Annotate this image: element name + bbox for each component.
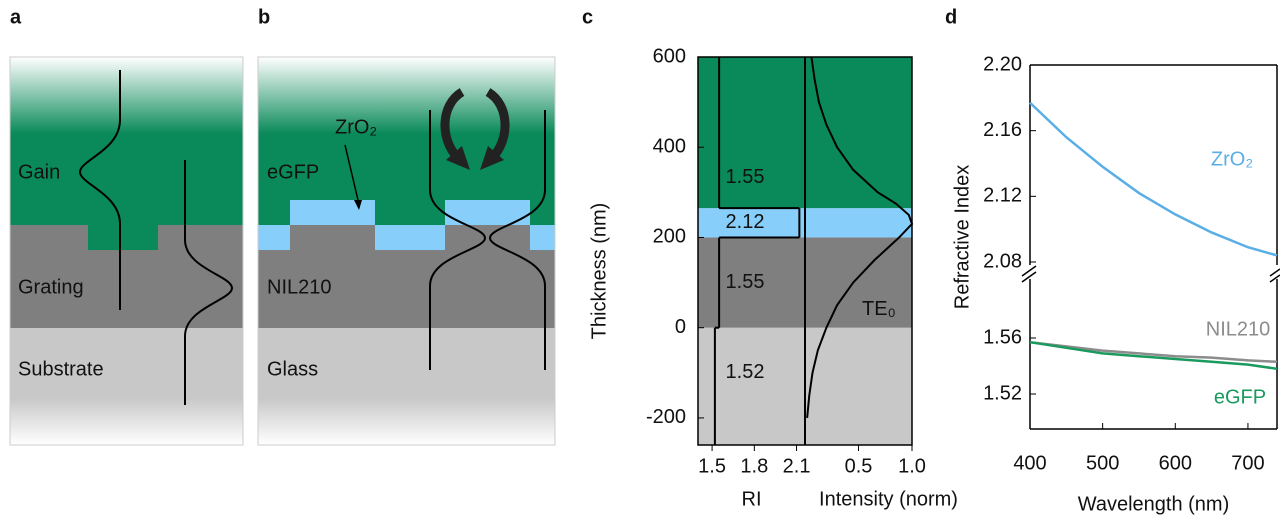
panel-label: a bbox=[10, 6, 22, 28]
layer-label: Gain bbox=[18, 161, 60, 183]
chart-d: 2.08 2.12 2.16 2.20 1.52 1.56 400 500 600 700 ZrO₂… bbox=[951, 53, 1280, 515]
y-axis-label: Refractive Index bbox=[951, 165, 973, 310]
gain-layer bbox=[10, 57, 243, 227]
figure: a b c d Gain Grating Substrate ZrO₂ eGFP… bbox=[0, 0, 1280, 521]
panel-label: b bbox=[258, 6, 270, 28]
x-tick-label: 400 bbox=[1013, 452, 1046, 474]
x-axis-label: RI bbox=[742, 488, 762, 510]
y-tick-label: 400 bbox=[653, 136, 686, 158]
y-tick-label: 2.12 bbox=[983, 185, 1022, 207]
x-tick-label: 1.5 bbox=[698, 455, 726, 477]
panel-b: ZrO₂ eGFP NIL210 Glass bbox=[258, 57, 555, 445]
x-tick-label: 2.1 bbox=[783, 455, 811, 477]
panel-label: c bbox=[582, 6, 593, 28]
x2-tick-label: 1.0 bbox=[898, 455, 926, 477]
y-tick-label: 0 bbox=[675, 316, 686, 338]
y-tick-label: 1.56 bbox=[983, 326, 1022, 348]
series-line bbox=[1030, 342, 1277, 362]
x2-tick-label: 0.5 bbox=[845, 455, 873, 477]
panel-a: Gain Grating Substrate bbox=[10, 57, 243, 445]
y-tick-label: 2.16 bbox=[983, 119, 1022, 141]
legend-label: NIL210 bbox=[1206, 318, 1271, 340]
y-tick-label: 200 bbox=[653, 226, 686, 248]
x-tick-label: 700 bbox=[1231, 452, 1264, 474]
x-tick-label: 1.8 bbox=[740, 455, 768, 477]
layer-label: Grating bbox=[18, 276, 84, 298]
layer-label: eGFP bbox=[267, 161, 319, 183]
grating-groove bbox=[88, 225, 158, 250]
y-tick-label: 600 bbox=[653, 45, 686, 67]
layer-label: NIL210 bbox=[267, 276, 332, 298]
coating-label: ZrO₂ bbox=[335, 116, 377, 138]
page: a b c d Gain Grating Substrate ZrO₂ eGFP… bbox=[0, 0, 1280, 521]
series-line bbox=[1030, 103, 1277, 256]
mode-label: TE₀ bbox=[862, 298, 896, 320]
legend-label: ZrO₂ bbox=[1211, 148, 1253, 170]
substrate-layer bbox=[10, 328, 243, 445]
layer-label: Substrate bbox=[18, 358, 104, 380]
x-axis-label: Wavelength (nm) bbox=[1078, 493, 1230, 515]
chart-c: 1.52 1.55 2.12 1.55 TE₀ -200 0 200 400 600 1.5 1.8 2… bbox=[588, 45, 958, 510]
ri-label: 1.55 bbox=[726, 271, 765, 293]
x2-axis-label: Intensity (norm) bbox=[819, 488, 958, 510]
ri-label: 1.55 bbox=[726, 166, 765, 188]
y-tick-label: 1.52 bbox=[983, 382, 1022, 404]
y-tick-label: -200 bbox=[646, 406, 686, 428]
ri-label: 2.12 bbox=[726, 211, 765, 233]
layer-label: Glass bbox=[267, 358, 318, 380]
y-tick-label: 2.20 bbox=[983, 53, 1022, 75]
panel-label: d bbox=[945, 6, 957, 28]
y-tick-label: 2.08 bbox=[983, 250, 1022, 272]
legend-label: eGFP bbox=[1214, 386, 1266, 408]
x-tick-label: 500 bbox=[1086, 452, 1119, 474]
x-tick-label: 600 bbox=[1159, 452, 1192, 474]
glass-layer bbox=[258, 328, 555, 445]
ri-label: 1.52 bbox=[726, 361, 765, 383]
y-axis-label: Thickness (nm) bbox=[588, 203, 610, 340]
